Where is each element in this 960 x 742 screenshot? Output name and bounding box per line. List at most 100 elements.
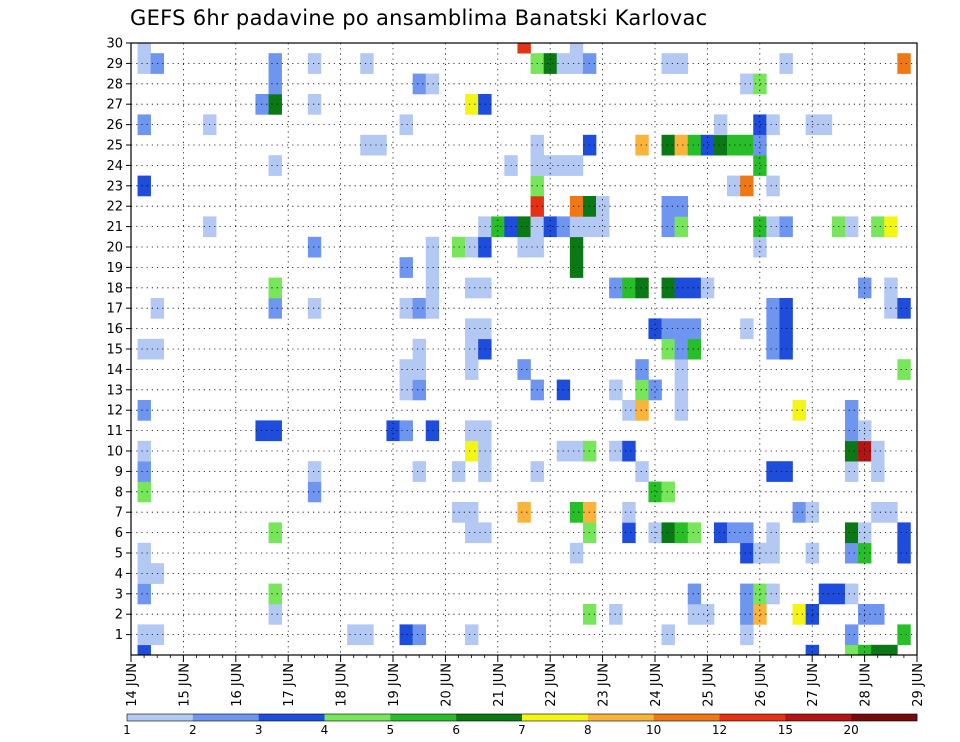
data-cell <box>766 583 780 605</box>
data-cell <box>517 43 531 54</box>
data-cell <box>753 583 767 605</box>
data-cell <box>465 277 479 299</box>
data-cell <box>871 461 885 482</box>
x-tick-label: 14 JUN <box>125 663 140 707</box>
data-cell <box>412 359 427 380</box>
data-cell <box>779 318 793 340</box>
data-cell <box>766 542 780 564</box>
data-cell <box>268 420 282 442</box>
data-cell <box>465 338 479 360</box>
data-cell <box>137 338 151 360</box>
data-cell <box>373 134 387 156</box>
data-cell <box>622 522 636 544</box>
data-cell <box>687 583 702 605</box>
colorbar-label: 4 <box>321 723 329 737</box>
heatmap-cells <box>137 43 911 656</box>
colorbar-swatch <box>390 714 457 721</box>
data-cell <box>687 277 702 299</box>
data-cell <box>465 440 479 462</box>
data-cell <box>687 604 702 625</box>
y-tick-label: 23 <box>106 179 123 194</box>
data-cell <box>609 379 623 401</box>
colorbar-swatch <box>653 714 720 721</box>
data-cell <box>569 542 584 564</box>
data-cell <box>858 644 872 656</box>
colorbar-label: 8 <box>584 723 592 737</box>
data-cell <box>635 359 649 380</box>
data-cell <box>465 94 479 115</box>
data-cell <box>897 53 911 74</box>
data-cell <box>687 338 702 360</box>
y-tick-label: 17 <box>106 302 123 317</box>
data-cell <box>661 318 675 340</box>
data-cell <box>844 522 859 544</box>
data-cell <box>268 73 282 95</box>
x-tick-label: 28 JUN <box>859 663 874 707</box>
data-cell <box>622 502 636 523</box>
data-cell <box>674 400 689 421</box>
data-cell <box>465 420 479 442</box>
data-cell <box>740 604 754 625</box>
data-cell <box>661 338 675 360</box>
data-cell <box>844 440 859 462</box>
data-cell <box>465 359 479 380</box>
data-cell <box>818 583 833 605</box>
data-cell <box>412 73 427 95</box>
data-cell <box>674 53 689 74</box>
data-cell <box>844 216 859 238</box>
data-cell <box>740 73 754 95</box>
data-cell <box>661 624 675 646</box>
colorbar-swatch <box>851 714 918 721</box>
data-cell <box>412 298 427 319</box>
colorbar-frame <box>126 713 918 722</box>
data-cell <box>661 481 675 503</box>
data-cell <box>569 196 584 217</box>
data-cell <box>687 522 702 544</box>
data-cell <box>360 53 374 74</box>
colorbar-label: 3 <box>255 723 263 737</box>
x-tick-label: 15 JUN <box>177 663 192 707</box>
data-cell <box>766 461 780 482</box>
grid-lines <box>131 43 917 655</box>
data-cell <box>884 644 898 656</box>
data-cell <box>700 604 715 625</box>
data-cell <box>648 379 662 401</box>
data-cell <box>399 298 413 319</box>
data-cell <box>268 604 282 625</box>
data-cell <box>609 440 623 462</box>
data-cell <box>399 114 413 136</box>
data-cell <box>844 583 859 605</box>
data-cell <box>753 236 767 258</box>
data-cell <box>517 359 531 380</box>
colorbar-label: 1 <box>123 723 131 737</box>
data-cell <box>740 318 754 340</box>
data-cell <box>635 134 649 156</box>
data-cell <box>635 461 649 482</box>
data-cell <box>307 298 322 319</box>
data-cell <box>569 43 584 54</box>
data-cell <box>425 277 440 299</box>
data-cell <box>766 114 780 136</box>
y-tick-label: 10 <box>106 445 123 460</box>
x-tick-label: 16 JUN <box>230 663 245 707</box>
data-cell <box>844 461 859 482</box>
data-cell <box>307 53 322 74</box>
data-cell <box>399 624 413 646</box>
data-cell <box>517 236 531 258</box>
data-cell <box>766 298 780 319</box>
x-tick-label: 27 JUN <box>806 663 821 707</box>
data-cell <box>635 400 649 421</box>
data-cell <box>661 216 675 238</box>
y-tick-label: 19 <box>106 261 123 276</box>
data-cell <box>137 114 151 136</box>
data-cell <box>137 481 151 503</box>
data-cell <box>766 318 780 340</box>
data-cell <box>137 461 151 482</box>
x-tick-label: 18 JUN <box>335 663 350 707</box>
chart-title: GEFS 6hr padavine po ansamblima Banatski… <box>130 6 708 30</box>
data-cell <box>425 298 440 319</box>
plot-frame <box>130 42 918 656</box>
y-tick-label: 6 <box>115 526 123 541</box>
colorbar-swatch <box>785 714 852 721</box>
y-tick-label: 15 <box>106 343 123 358</box>
